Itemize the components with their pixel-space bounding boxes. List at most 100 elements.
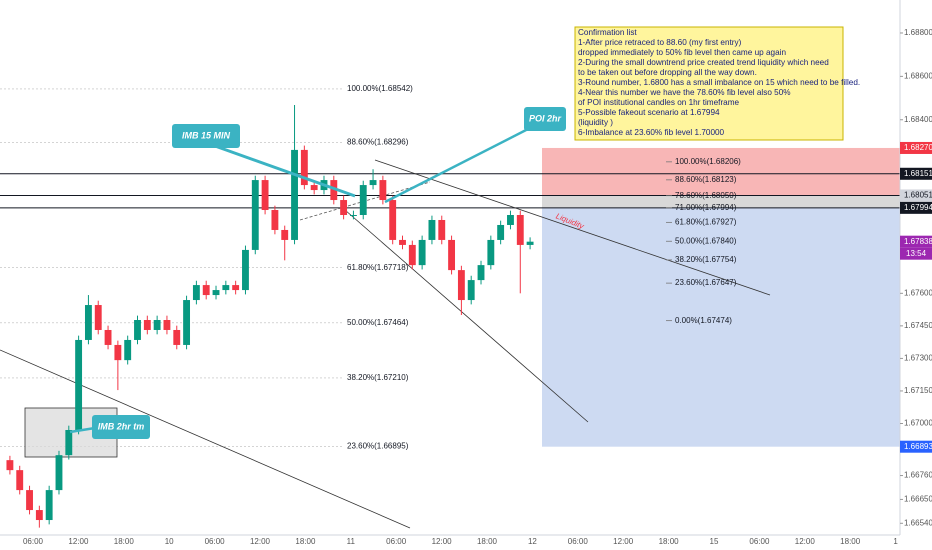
y-tick-label: 1.66540	[904, 518, 932, 527]
callout-box	[524, 107, 566, 131]
x-tick-label: 18:00	[114, 537, 135, 546]
x-tick-label: 11	[347, 537, 356, 546]
y-tick-label: 1.68800	[904, 28, 932, 37]
x-tick-label: 15	[710, 537, 719, 546]
price-marker	[900, 167, 932, 180]
annotation-line: dropped immediately to 50% fib level the…	[578, 48, 786, 57]
candle-body	[438, 219, 446, 240]
x-tick-label: 06:00	[205, 537, 226, 546]
annotation-line: 2-During the small downtrend price creat…	[578, 58, 829, 67]
price-marker-label: 1.66893	[904, 442, 932, 451]
candle-body	[45, 490, 53, 521]
candle-body	[497, 224, 505, 240]
candle-body	[114, 344, 122, 361]
candle-body	[428, 219, 436, 240]
price-marker	[900, 235, 932, 248]
candle-body	[192, 285, 200, 301]
annotation-line: of POI institutional candles on 1hr time…	[578, 98, 740, 107]
annotation-box	[574, 26, 844, 141]
fib-label: 61.80%(1.67718)	[347, 263, 409, 272]
annotation-line: 3-Round number, 1.6800 has a small imbal…	[578, 78, 860, 87]
price-marker	[900, 141, 932, 154]
candle-body	[212, 290, 220, 296]
candle-body	[291, 149, 298, 240]
candle-body	[183, 300, 191, 345]
callout-text: IMB 15 MIN	[182, 130, 231, 140]
annotation-line: 6-Imbalance at 23.60% fib level 1.70000	[578, 128, 725, 137]
annotation-line: Confirmation list	[578, 28, 637, 37]
candle-body	[84, 305, 92, 340]
price-marker-label: 1.68270	[904, 143, 932, 152]
candle-body	[389, 200, 397, 240]
x-tick-label: 10	[165, 537, 174, 546]
candle-body	[330, 180, 338, 201]
y-tick-label: 1.66760	[904, 471, 932, 480]
y-tick-label: 1.68400	[904, 115, 932, 124]
fib-label: 38.20%(1.67210)	[347, 373, 409, 382]
candle-body	[94, 305, 102, 330]
x-tick-label: 18:00	[477, 537, 498, 546]
sell-zone	[542, 147, 900, 196]
candle-body	[65, 429, 73, 456]
y-tick-label: 1.67150	[904, 386, 932, 395]
candle-body	[222, 285, 230, 291]
candle-body	[477, 265, 485, 281]
candle-body	[467, 280, 475, 301]
y-tick-label: 1.67000	[904, 419, 932, 428]
candle-body	[271, 210, 279, 230]
candle-body	[163, 320, 171, 330]
candle-body	[507, 214, 514, 225]
fib-label: 100.00%(1.68206)	[675, 157, 741, 166]
candle-body	[202, 285, 210, 296]
fib-label: 23.60%(1.66895)	[347, 441, 409, 450]
callout-box	[92, 415, 150, 439]
axis-labels: 1.68800 1.68600 1.68400 1.67600 1.67450 1.673…	[23, 28, 932, 546]
fib-label: 23.60%(1.67647)	[675, 278, 737, 287]
fib-label: 50.00%(1.67840)	[675, 236, 737, 245]
gap-zone	[542, 195, 900, 208]
callout-text: POI 2hr	[529, 113, 562, 123]
y-tick-label: 1.67300	[904, 354, 932, 363]
annotation-line: (liquidity )	[578, 118, 613, 127]
x-tick-label: 18:00	[659, 537, 680, 546]
countdown-box	[900, 247, 932, 260]
x-tick-label: 18:00	[295, 537, 316, 546]
x-tick-label: 12:00	[432, 537, 453, 546]
candle-body	[310, 185, 318, 191]
candle-body	[35, 510, 43, 521]
x-tick-label: 12:00	[250, 537, 271, 546]
price-axis	[900, 0, 932, 550]
candle-body	[55, 455, 63, 491]
candle-body	[487, 239, 495, 266]
fib-label: 71.00%(1.67994)	[675, 203, 737, 212]
candle-body	[418, 239, 426, 266]
candle-body	[408, 244, 416, 266]
callout-line	[214, 144, 356, 198]
fib-label: 38.20%(1.67754)	[675, 255, 737, 264]
candles	[6, 105, 534, 528]
price-marker	[900, 201, 932, 214]
fib-label: 0.00%(1.67474)	[675, 316, 732, 325]
callout-box	[172, 124, 240, 148]
candle-body	[349, 214, 357, 216]
fib-label: 88.60%(1.68123)	[675, 175, 737, 184]
annotation-line: 1-After price retraced to 88.60 (my firs…	[578, 38, 742, 47]
y-tick-label: 1.68600	[904, 71, 932, 80]
candle-body	[143, 320, 151, 330]
candle-body	[6, 460, 14, 471]
fib-label: 50.00%(1.67464)	[347, 318, 409, 327]
x-tick-label: 18:00	[840, 537, 861, 546]
candle-body	[399, 239, 406, 245]
annotation-line: 5-Possible fakeout scenario at 1.67994	[578, 108, 720, 117]
countdown: 13:54	[906, 249, 927, 258]
candle-body	[526, 241, 534, 245]
annotation-line: to be taken out before dropping all the …	[578, 68, 757, 77]
y-tick-label: 1.67600	[904, 288, 932, 297]
candle-body	[16, 470, 24, 491]
fib-label: 61.80%(1.67927)	[675, 217, 737, 226]
target-zone	[542, 207, 900, 447]
x-tick-label: 12:00	[613, 537, 634, 546]
candle-body	[153, 320, 161, 330]
